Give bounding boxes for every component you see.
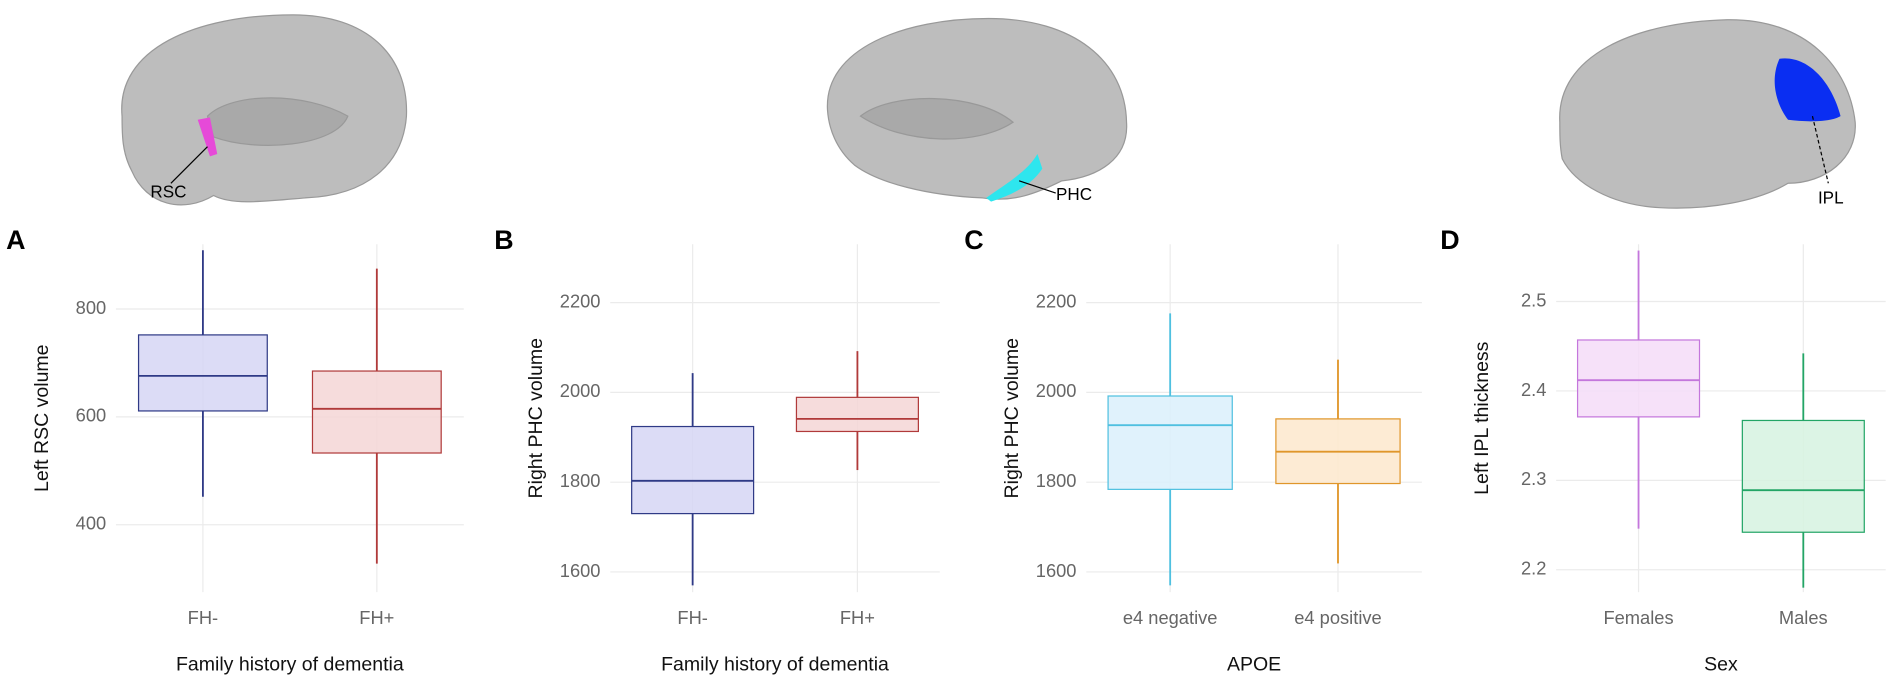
x-tick-label: FH+ xyxy=(359,607,394,628)
region-label: PHC xyxy=(1056,185,1092,204)
y-tick-label: 800 xyxy=(76,297,107,318)
x-tick-label: Males xyxy=(1779,607,1828,628)
brain-medial-left xyxy=(121,14,408,206)
y-axis-title: Right PHC volume xyxy=(525,338,547,499)
x-axis-title: Sex xyxy=(1704,654,1738,676)
y-tick-label: 2200 xyxy=(1036,290,1077,311)
y-tick-label: 2.3 xyxy=(1521,468,1546,489)
y-tick-label: 1800 xyxy=(1036,470,1077,491)
x-tick-label: FH- xyxy=(677,607,707,628)
x-tick-label: Females xyxy=(1603,607,1673,628)
y-tick-label: 2.4 xyxy=(1521,379,1546,400)
y-tick-label: 2.2 xyxy=(1521,558,1546,579)
y-tick-label: 1600 xyxy=(560,560,601,581)
y-tick-label: 1600 xyxy=(1036,560,1077,581)
y-tick-label: 400 xyxy=(76,513,107,534)
x-tick-label: e4 positive xyxy=(1294,607,1381,628)
box xyxy=(311,370,442,454)
box xyxy=(1576,339,1701,418)
region-label: RSC xyxy=(150,183,186,202)
y-tick-label: 2.5 xyxy=(1521,289,1546,310)
box xyxy=(1741,419,1865,533)
y-axis-title: Right PHC volume xyxy=(1001,338,1023,499)
box xyxy=(631,425,755,515)
box xyxy=(795,396,919,433)
y-axis-title: Left IPL thickness xyxy=(1471,341,1493,495)
x-tick-label: e4 negative xyxy=(1123,607,1218,628)
y-tick-label: 2000 xyxy=(1036,380,1077,401)
panel-label: C xyxy=(964,225,983,255)
brain-lateral xyxy=(1559,19,1856,209)
box xyxy=(1107,395,1233,490)
y-axis-title: Left RSC volume xyxy=(31,344,53,492)
x-axis-title: Family history of dementia xyxy=(661,654,889,676)
y-tick-label: 2200 xyxy=(560,290,601,311)
box xyxy=(137,334,268,412)
y-tick-label: 2000 xyxy=(560,380,601,401)
x-axis-title: APOE xyxy=(1227,654,1281,676)
y-tick-label: 1800 xyxy=(560,470,601,491)
panel-label: B xyxy=(494,225,513,255)
x-tick-label: FH+ xyxy=(840,607,875,628)
panel-label: D xyxy=(1440,225,1459,255)
panel-label: A xyxy=(6,225,25,255)
region-label: IPL xyxy=(1818,189,1844,208)
x-tick-label: FH- xyxy=(188,607,218,628)
y-tick-label: 600 xyxy=(76,405,107,426)
x-axis-title: Family history of dementia xyxy=(176,654,404,676)
brain-medial-right xyxy=(826,17,1128,202)
